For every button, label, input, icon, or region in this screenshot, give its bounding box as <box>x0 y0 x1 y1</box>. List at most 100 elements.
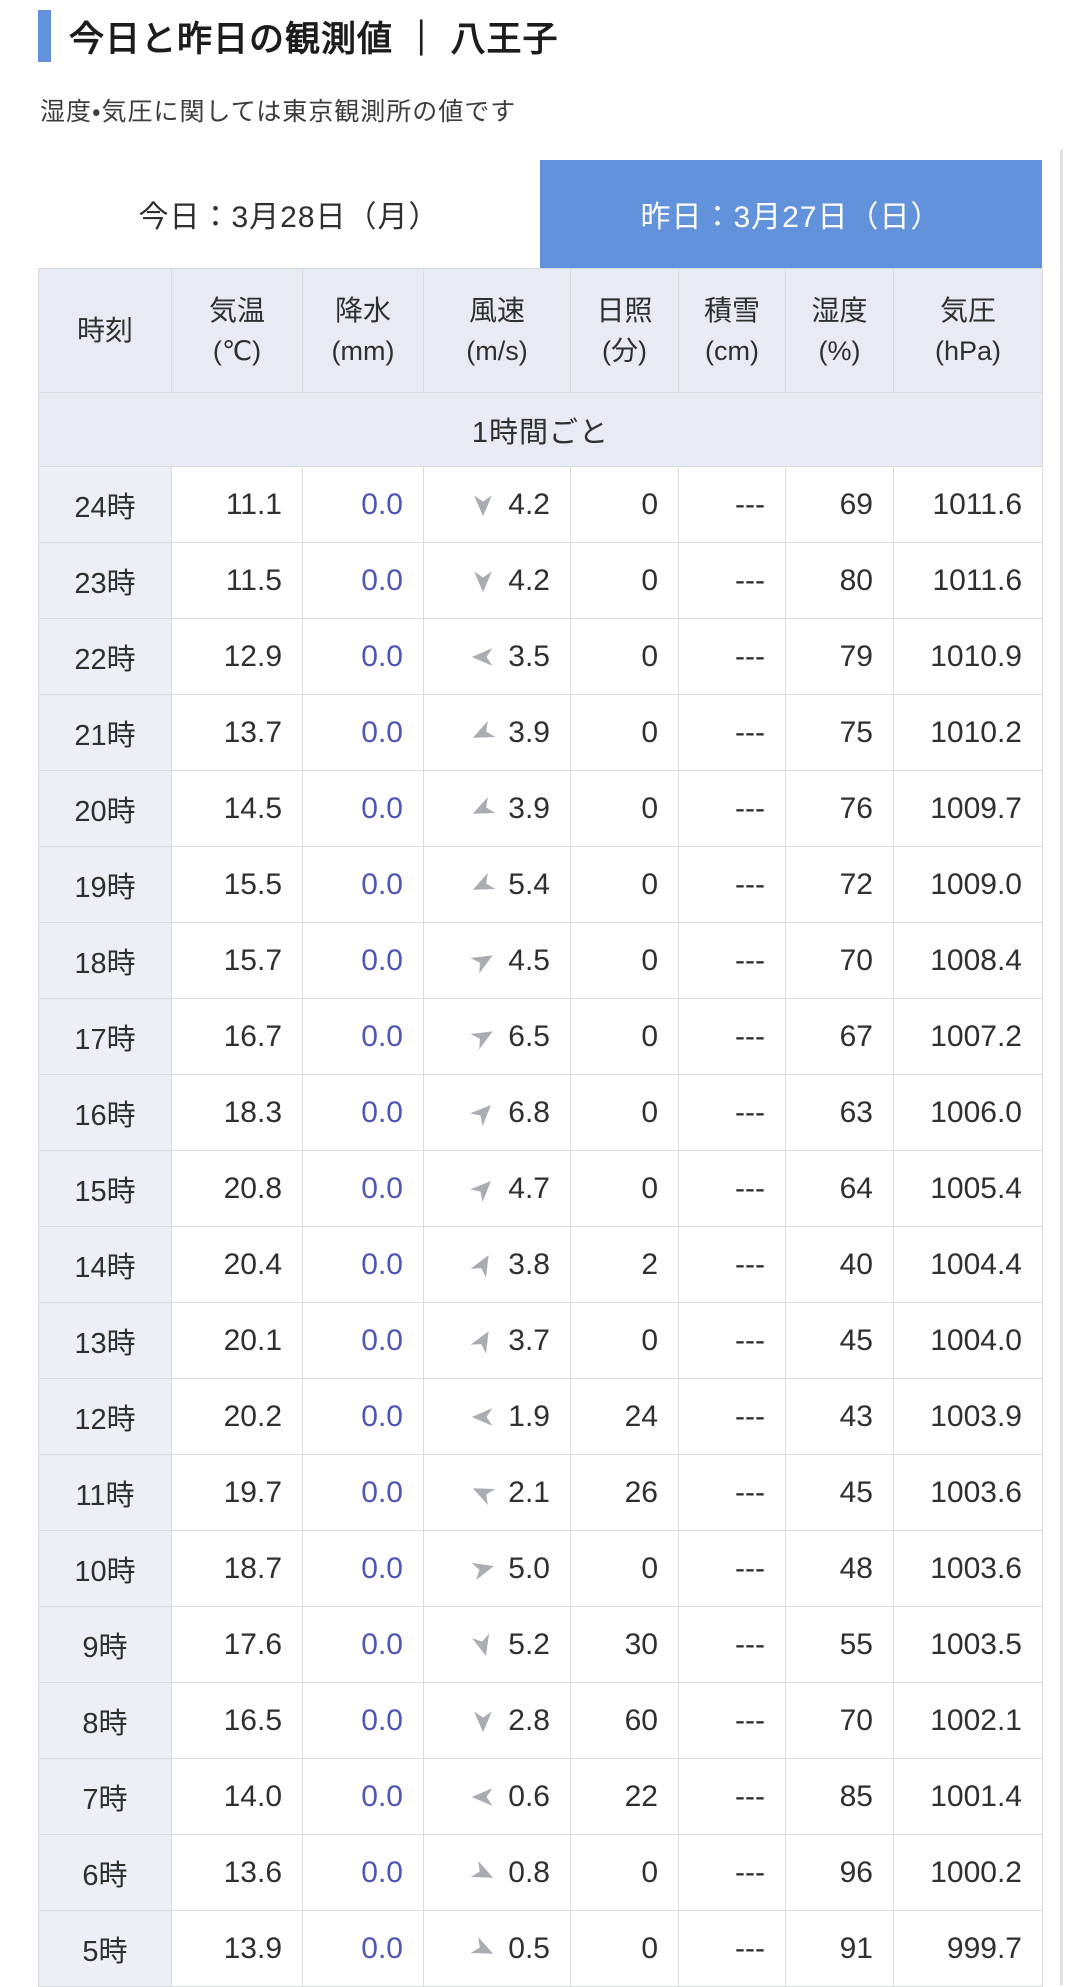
table-row: 5時 13.9 0.0 0.5 0 --- 91 999.7 <box>38 1910 1043 1987</box>
pressure-cell: 1000.2 <box>893 1834 1043 1911</box>
table-row: 12時 20.2 0.0 1.9 24 --- 43 1003.9 <box>38 1378 1043 1455</box>
snow-cell: --- <box>678 1682 786 1759</box>
snow-cell: --- <box>678 1530 786 1607</box>
wind-direction-icon <box>470 644 496 670</box>
snow-cell: --- <box>678 1226 786 1303</box>
snow-cell: --- <box>678 922 786 999</box>
snow-cell: --- <box>678 1606 786 1683</box>
tab-today[interactable]: 今日：3月28日（月） <box>38 160 540 268</box>
temperature-cell: 15.5 <box>171 846 303 923</box>
snow-cell: --- <box>678 998 786 1075</box>
snow-cell: --- <box>678 618 786 695</box>
wind-direction-icon <box>470 1252 496 1278</box>
wind-direction-icon <box>470 1100 496 1126</box>
wind-direction-icon <box>470 720 496 746</box>
wind-cell: 5.2 <box>423 1606 571 1683</box>
table-row: 19時 15.5 0.0 5.4 0 --- 72 1009.0 <box>38 846 1043 923</box>
table-row: 18時 15.7 0.0 4.5 0 --- 70 1008.4 <box>38 922 1043 999</box>
precipitation-cell: 0.0 <box>302 1302 424 1379</box>
observation-table: 時刻 気温 (℃) 降水 (mm) 風速 (m/s) 日照 (分) 積雪 (cm) 湿度(… <box>38 268 1043 1987</box>
time-cell: 8時 <box>38 1682 172 1759</box>
wind-speed-value: 0.8 <box>508 1855 550 1889</box>
wind-cell: 4.2 <box>423 542 571 619</box>
sunshine-cell: 0 <box>570 618 679 695</box>
wind-cell: 3.5 <box>423 618 571 695</box>
time-cell: 10時 <box>38 1530 172 1607</box>
temperature-cell: 20.2 <box>171 1378 303 1455</box>
table-row: 21時 13.7 0.0 3.9 0 --- 75 1010.2 <box>38 694 1043 771</box>
time-cell: 11時 <box>38 1454 172 1531</box>
time-cell: 15時 <box>38 1150 172 1227</box>
humidity-cell: 75 <box>785 694 894 771</box>
wind-speed-value: 5.0 <box>508 1551 550 1585</box>
page-subtitle: 湿度・気圧に関しては東京観測所の値です <box>40 98 517 126</box>
tab-yesterday[interactable]: 昨日：3月27日（日） <box>540 160 1042 268</box>
wind-direction-icon <box>470 1708 496 1734</box>
table-row: 15時 20.8 0.0 4.7 0 --- 64 1005.4 <box>38 1150 1043 1227</box>
wind-speed-value: 3.5 <box>508 639 550 673</box>
pressure-cell: 1006.0 <box>893 1074 1043 1151</box>
wind-speed-value: 6.5 <box>508 1019 550 1053</box>
precipitation-cell: 0.0 <box>302 998 424 1075</box>
table-row: 8時 16.5 0.0 2.8 60 --- 70 1002.1 <box>38 1682 1043 1759</box>
humidity-cell: 79 <box>785 618 894 695</box>
table-row: 10時 18.7 0.0 5.0 0 --- 48 1003.6 <box>38 1530 1043 1607</box>
time-cell: 13時 <box>38 1302 172 1379</box>
wind-speed-value: 3.9 <box>508 791 550 825</box>
precipitation-cell: 0.0 <box>302 1910 424 1987</box>
snow-cell: --- <box>678 1758 786 1835</box>
pressure-cell: 1004.4 <box>893 1226 1043 1303</box>
humidity-cell: 70 <box>785 1682 894 1759</box>
pressure-cell: 1010.2 <box>893 694 1043 771</box>
time-cell: 18時 <box>38 922 172 999</box>
humidity-cell: 45 <box>785 1454 894 1531</box>
col-header-snow: 積雪 (cm) <box>678 268 786 393</box>
snow-cell: --- <box>678 466 786 543</box>
humidity-cell: 80 <box>785 542 894 619</box>
scrollbar-track[interactable] <box>1060 150 1063 1985</box>
table-row: 14時 20.4 0.0 3.8 2 --- 40 1004.4 <box>38 1226 1043 1303</box>
wind-cell: 1.9 <box>423 1378 571 1455</box>
wind-cell: 5.0 <box>423 1530 571 1607</box>
col-header-humidity: 湿度 (%) <box>785 268 894 393</box>
page-title: 今日と昨日の観測値 ｜ 八王子 <box>69 19 559 59</box>
wind-speed-value: 2.1 <box>508 1475 550 1509</box>
col-header-pressure: 気圧 (hPa) <box>893 268 1043 393</box>
wind-speed-value: 3.8 <box>508 1247 550 1281</box>
sunshine-cell: 0 <box>570 1530 679 1607</box>
pressure-cell: 1008.4 <box>893 922 1043 999</box>
wind-direction-icon <box>470 1556 496 1582</box>
col-header-precipitation: 降水 (mm) <box>302 268 424 393</box>
temperature-cell: 16.5 <box>171 1682 303 1759</box>
time-cell: 17時 <box>38 998 172 1075</box>
precipitation-cell: 0.0 <box>302 1074 424 1151</box>
precipitation-cell: 0.0 <box>302 1150 424 1227</box>
snow-cell: --- <box>678 542 786 619</box>
wind-speed-value: 5.2 <box>508 1627 550 1661</box>
snow-cell: --- <box>678 1150 786 1227</box>
wind-direction-icon <box>470 492 496 518</box>
wind-speed-value: 4.7 <box>508 1171 550 1205</box>
snow-cell: --- <box>678 770 786 847</box>
wind-speed-value: 3.7 <box>508 1323 550 1357</box>
precipitation-cell: 0.0 <box>302 770 424 847</box>
date-tabs: 今日：3月28日（月） 昨日：3月27日（日） <box>38 160 1042 268</box>
col-header-time: 時刻 <box>38 268 172 393</box>
wind-cell: 0.8 <box>423 1834 571 1911</box>
humidity-cell: 70 <box>785 922 894 999</box>
precipitation-cell: 0.0 <box>302 1454 424 1531</box>
humidity-cell: 96 <box>785 1834 894 1911</box>
precipitation-cell: 0.0 <box>302 1682 424 1759</box>
snow-cell: --- <box>678 694 786 771</box>
wind-cell: 4.7 <box>423 1150 571 1227</box>
wind-direction-icon <box>470 1784 496 1810</box>
pressure-cell: 1002.1 <box>893 1682 1043 1759</box>
pressure-cell: 1003.9 <box>893 1378 1043 1455</box>
table-row: 16時 18.3 0.0 6.8 0 --- 63 1006.0 <box>38 1074 1043 1151</box>
wind-cell: 2.8 <box>423 1682 571 1759</box>
precipitation-cell: 0.0 <box>302 466 424 543</box>
temperature-cell: 13.9 <box>171 1910 303 1987</box>
wind-speed-value: 0.5 <box>508 1931 550 1965</box>
table-row: 17時 16.7 0.0 6.5 0 --- 67 1007.2 <box>38 998 1043 1075</box>
sunshine-cell: 24 <box>570 1378 679 1455</box>
